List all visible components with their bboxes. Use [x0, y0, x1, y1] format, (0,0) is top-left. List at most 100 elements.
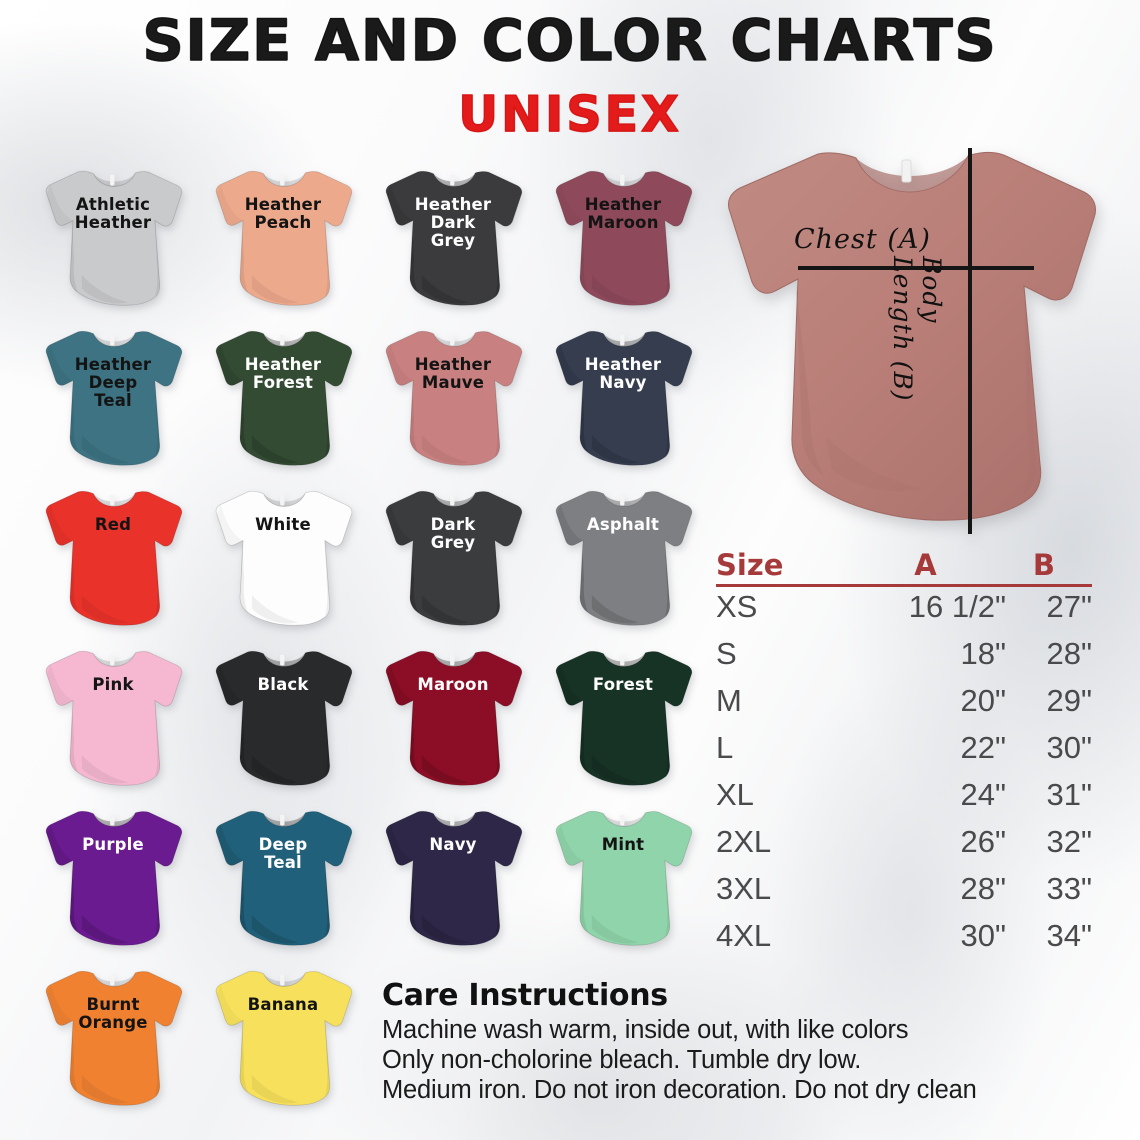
tshirt-icon: [207, 806, 359, 950]
cell-chest: 28": [960, 871, 1007, 906]
color-swatch-maroon[interactable]: Maroon: [368, 640, 538, 800]
measurement-shirt-icon: [727, 148, 1097, 534]
color-swatch-heather-peach[interactable]: Heather Peach: [198, 160, 368, 320]
tshirt-icon: [377, 806, 529, 950]
cell-chest: 24": [960, 777, 1007, 812]
care-instructions-line: Medium iron. Do not iron decoration. Do …: [382, 1076, 977, 1104]
tshirt-icon: [547, 486, 699, 630]
color-swatch-athletic-heather[interactable]: Athletic Heather: [28, 160, 198, 320]
color-swatch-row: Pink Black Maroon Forest: [28, 640, 708, 800]
color-swatch-heather-forest[interactable]: Heather Forest: [198, 320, 368, 480]
cell-length: 28": [1046, 636, 1093, 671]
color-swatch-red[interactable]: Red: [28, 480, 198, 640]
tshirt-icon: [377, 486, 529, 630]
color-swatch-forest[interactable]: Forest: [538, 640, 708, 800]
tshirt-icon: [377, 326, 529, 470]
size-table-rule: [716, 584, 1092, 587]
tshirt-icon: [37, 486, 189, 630]
tshirt-icon: [207, 486, 359, 630]
tshirt-icon: [37, 966, 189, 1110]
color-swatch-heather-mauve[interactable]: Heather Mauve: [368, 320, 538, 480]
cell-length: 33": [1046, 871, 1093, 906]
tshirt-icon: [207, 326, 359, 470]
cell-size: M: [716, 683, 742, 718]
tshirt-icon: [37, 166, 189, 310]
cell-size: L: [716, 730, 734, 765]
color-swatch-deep-teal[interactable]: Deep Teal: [198, 800, 368, 960]
tshirt-icon: [547, 326, 699, 470]
table-row: XS 16 1/2" 27": [716, 589, 1092, 636]
care-instructions-heading: Care Instructions: [382, 978, 668, 1013]
color-swatch-grid: Athletic Heather Heather Peach Heather Dark Gr…: [28, 160, 708, 1120]
cell-size: XS: [716, 589, 758, 624]
color-swatch-row: Burnt Orange Banana: [28, 960, 708, 1120]
tshirt-icon: [377, 646, 529, 790]
color-swatch-row: Red White Dark Grey Asphalt: [28, 480, 708, 640]
color-swatch-row: Heather Deep Teal Heather Forest Heather Mauve…: [28, 320, 708, 480]
table-row: L 22" 30": [716, 730, 1092, 777]
table-row: 4XL 30" 34": [716, 918, 1092, 965]
tshirt-icon: [37, 326, 189, 470]
care-instructions-line: Only non-cholorine bleach. Tumble dry lo…: [382, 1046, 862, 1074]
cell-size: XL: [716, 777, 754, 812]
table-row: M 20" 29": [716, 683, 1092, 730]
size-table: Size A B XS 16 1/2" 27" S 18" 28" M 20" 29" L 22" 3…: [716, 548, 1092, 965]
page-title: SIZE AND COLOR CHARTS: [142, 7, 998, 74]
cell-size: 2XL: [716, 824, 772, 859]
tshirt-icon: [37, 806, 189, 950]
cell-size: S: [716, 636, 737, 671]
tshirt-icon: [547, 166, 699, 310]
color-swatch-asphalt[interactable]: Asphalt: [538, 480, 708, 640]
color-swatch-heather-maroon[interactable]: Heather Maroon: [538, 160, 708, 320]
cell-chest: 20": [960, 683, 1007, 718]
cell-chest: 22": [960, 730, 1007, 765]
tshirt-icon: [377, 166, 529, 310]
care-instructions-line: Machine wash warm, inside out, with like…: [382, 1016, 909, 1044]
color-swatch-dark-grey[interactable]: Dark Grey: [368, 480, 538, 640]
size-table-body: XS 16 1/2" 27" S 18" 28" M 20" 29" L 22" 30" XL 24" 31…: [716, 589, 1092, 965]
tshirt-icon: [37, 646, 189, 790]
tshirt-icon: [547, 806, 699, 950]
col-header-b: B: [1032, 548, 1056, 582]
cell-chest: 18": [960, 636, 1007, 671]
color-swatch-heather-navy[interactable]: Heather Navy: [538, 320, 708, 480]
cell-length: 27": [1046, 589, 1093, 624]
cell-length: 34": [1046, 918, 1093, 953]
measurement-diagram: Chest (A) Body Length (B): [706, 136, 1112, 536]
color-swatch-purple[interactable]: Purple: [28, 800, 198, 960]
tshirt-icon: [207, 966, 359, 1110]
cell-length: 31": [1046, 777, 1093, 812]
cell-size: 4XL: [716, 918, 772, 953]
col-header-size: Size: [716, 548, 784, 582]
cell-chest: 30": [960, 918, 1007, 953]
tshirt-icon: [207, 646, 359, 790]
color-swatch-white[interactable]: White: [198, 480, 368, 640]
cell-length: 30": [1046, 730, 1093, 765]
tshirt-icon: [207, 166, 359, 310]
cell-length: 29": [1046, 683, 1093, 718]
table-row: 2XL 26" 32": [716, 824, 1092, 871]
color-swatch-banana[interactable]: Banana: [198, 960, 368, 1120]
color-swatch-navy[interactable]: Navy: [368, 800, 538, 960]
size-table-header-row: Size A B: [716, 548, 1092, 584]
color-swatch-burnt-orange[interactable]: Burnt Orange: [28, 960, 198, 1120]
page-subtitle: UNISEX: [458, 85, 682, 143]
cell-chest: 26": [960, 824, 1007, 859]
color-swatch-row: Athletic Heather Heather Peach Heather Dark Gr…: [28, 160, 708, 320]
cell-chest: 16 1/2": [908, 589, 1006, 624]
col-header-a: A: [914, 548, 937, 582]
color-swatch-heather-deep-teal[interactable]: Heather Deep Teal: [28, 320, 198, 480]
color-swatch-heather-dark-grey[interactable]: Heather Dark Grey: [368, 160, 538, 320]
cell-size: 3XL: [716, 871, 772, 906]
table-row: S 18" 28": [716, 636, 1092, 683]
table-row: 3XL 28" 33": [716, 871, 1092, 918]
color-swatch-row: Purple Deep Teal Navy Mint: [28, 800, 708, 960]
color-swatch-pink[interactable]: Pink: [28, 640, 198, 800]
color-swatch-black[interactable]: Black: [198, 640, 368, 800]
cell-length: 32": [1046, 824, 1093, 859]
care-instructions: Care Instructions Machine wash warm, ins…: [382, 978, 1102, 1105]
color-swatch-mint[interactable]: Mint: [538, 800, 708, 960]
table-row: XL 24" 31": [716, 777, 1092, 824]
tshirt-icon: [547, 646, 699, 790]
